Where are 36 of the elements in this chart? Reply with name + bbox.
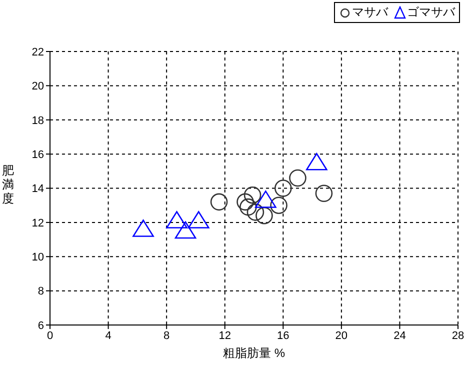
y-tick-label: 20 xyxy=(32,80,44,93)
x-tick-label: 16 xyxy=(277,330,290,342)
x-tick-label: 8 xyxy=(164,330,170,342)
point xyxy=(132,220,154,237)
y-tick-label: 8 xyxy=(38,286,44,298)
point xyxy=(244,186,262,204)
x-tick-label: 12 xyxy=(218,330,231,342)
y-tick-label: 14 xyxy=(32,183,44,196)
point xyxy=(255,190,276,208)
point xyxy=(256,206,273,224)
y-tick-label: 12 xyxy=(32,217,44,230)
legend-label: ゴマサバ xyxy=(407,4,455,21)
x-axis-title: 粗脂肪量 % xyxy=(222,346,286,360)
y-tick-label: 6 xyxy=(38,320,44,332)
x-tick-label: 28 xyxy=(452,330,464,342)
point xyxy=(270,196,288,214)
point xyxy=(240,198,257,216)
point xyxy=(246,204,264,221)
x-tick-label: 4 xyxy=(105,330,112,342)
y-axis-title: 肥満度 xyxy=(2,163,14,206)
y-tick-label: 18 xyxy=(32,114,44,127)
point xyxy=(188,211,210,228)
point xyxy=(210,193,228,211)
legend-label: マサバ xyxy=(352,4,388,21)
point xyxy=(236,193,254,211)
x-tick-label: 0 xyxy=(46,330,54,342)
point xyxy=(174,221,196,239)
point xyxy=(289,169,306,187)
point xyxy=(315,184,333,202)
point xyxy=(166,211,188,228)
y-tick-label: 22 xyxy=(32,46,44,58)
x-tick-label: 20 xyxy=(335,330,348,342)
x-tick-label: 24 xyxy=(394,330,406,342)
y-tick-label: 16 xyxy=(32,148,44,161)
y-tick-label: 10 xyxy=(32,252,44,264)
point xyxy=(274,180,292,197)
